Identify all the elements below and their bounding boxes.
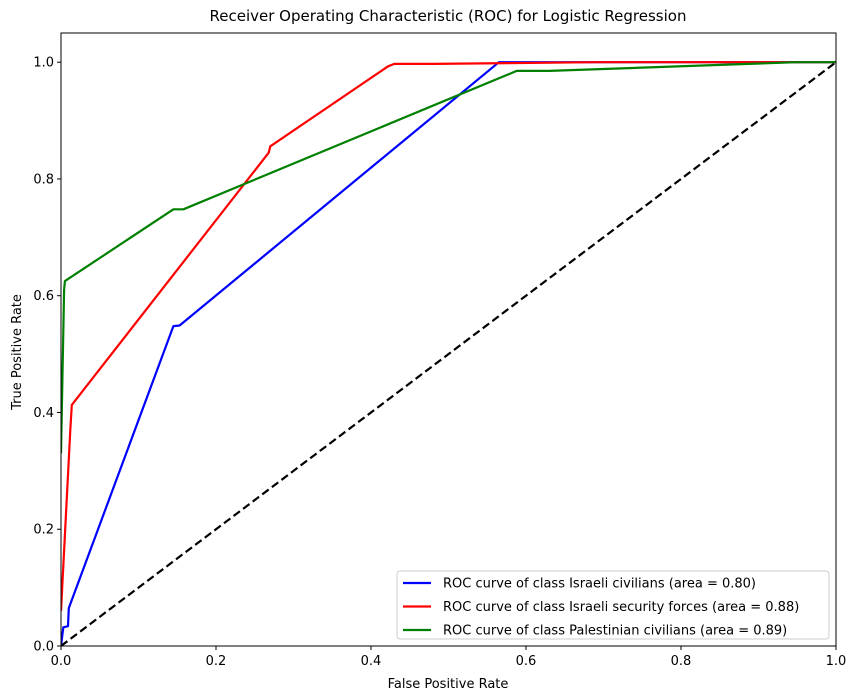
x-tick-label: 1.0 <box>826 654 847 669</box>
y-tick-label: 0.4 <box>33 406 54 421</box>
roc-line-2 <box>61 61 836 454</box>
y-tick-label: 0.6 <box>33 289 54 304</box>
roc-line-0 <box>61 61 836 646</box>
legend-label: ROC curve of class Israeli security forc… <box>443 600 799 615</box>
roc-line-1 <box>61 61 836 612</box>
chance-diagonal-line <box>61 61 836 646</box>
y-tick-label: 0.8 <box>33 172 54 187</box>
x-tick-label: 0.6 <box>516 654 537 669</box>
plot-area <box>60 32 837 647</box>
legend-box <box>396 570 830 640</box>
y-tick-label: 1.0 <box>33 56 54 71</box>
legend-label: ROC curve of class Palestinian civilians… <box>443 624 787 639</box>
x-tick-label: 0.8 <box>671 654 692 669</box>
x-axis-label: False Positive Rate <box>388 677 509 692</box>
plot-frame <box>60 32 837 647</box>
legend-label: ROC curve of class Israeli civilians (ar… <box>443 577 756 592</box>
chart-title: Receiver Operating Characteristic (ROC) … <box>210 7 687 25</box>
x-tick-label: 0.4 <box>361 654 382 669</box>
legend: ROC curve of class Israeli civilians (ar… <box>396 570 830 640</box>
y-tick-label: 0.0 <box>33 640 54 655</box>
x-tick-label: 0.0 <box>51 654 72 669</box>
y-tick-label: 0.2 <box>33 523 54 538</box>
y-axis-label: True Positive Rate <box>10 294 25 411</box>
x-tick-label: 0.2 <box>206 654 227 669</box>
y-axis: 0.0 0.2 0.4 0.6 0.8 1.0 <box>33 56 61 655</box>
x-axis: 0.0 0.2 0.4 0.6 0.8 1.0 <box>51 646 847 669</box>
